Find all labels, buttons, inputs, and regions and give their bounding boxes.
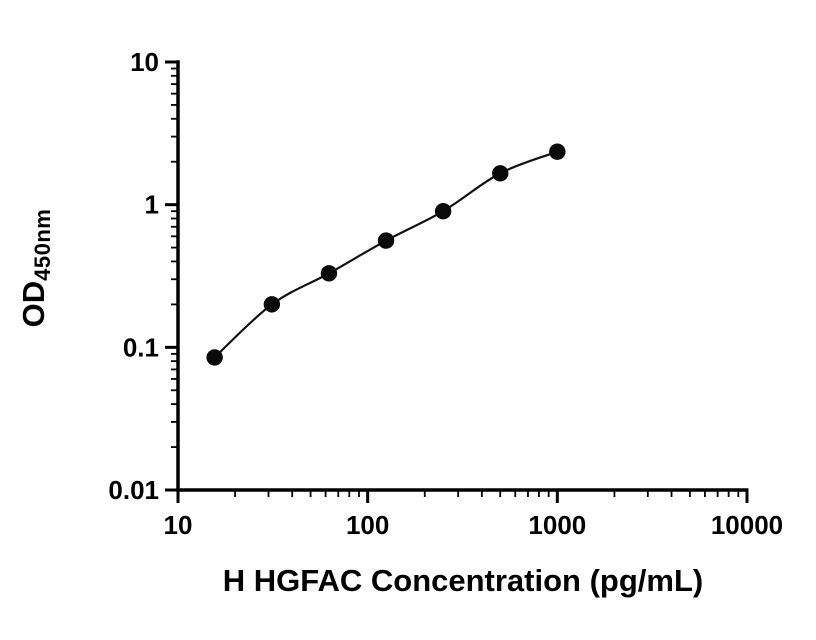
y-tick-label: 1 [145,190,159,220]
data-point [492,165,509,182]
data-point [320,265,338,282]
x-axis-title: H HGFAC Concentration (pg/mL) [222,563,704,598]
data-point [206,349,223,366]
y-tick-label: 0.01 [108,475,159,505]
fit-curve-line [213,150,558,359]
x-tick-label: 1000 [528,510,586,540]
x-tick-label: 10000 [711,510,783,540]
y-tick-label: 10 [130,47,159,77]
data-point [549,143,566,160]
x-tick-label: 10 [164,510,193,540]
data-point [263,296,281,313]
y-tick-label: 0.1 [123,332,159,362]
axis-spines [176,60,749,492]
y-axis-title-subscript: 450nm [30,208,55,281]
x-tick-label: 100 [346,510,389,540]
y-axis-title-main: OD [16,280,51,328]
y-axis-title: OD450nm [16,208,55,328]
data-point [377,232,395,249]
data-point [434,202,452,220]
